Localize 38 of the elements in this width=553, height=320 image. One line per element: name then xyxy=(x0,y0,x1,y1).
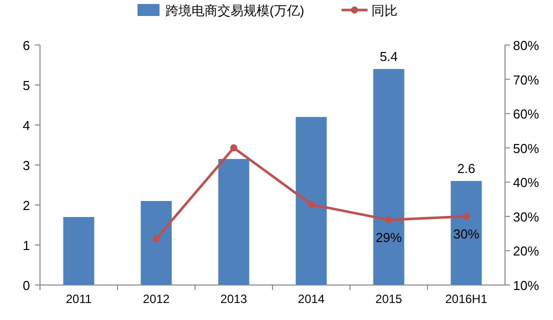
y-tick-label: 3 xyxy=(22,158,30,173)
x-tick-label: 2014 xyxy=(298,292,325,306)
bar xyxy=(450,181,482,285)
y-tick-label: 1 xyxy=(22,238,30,253)
y2-tick-label: 50% xyxy=(513,140,540,156)
point xyxy=(230,144,238,152)
y-tick-label: 4 xyxy=(22,118,30,133)
x-tick-label: 2015 xyxy=(375,292,402,306)
x-tick-label: 2016H1 xyxy=(445,292,488,306)
point xyxy=(308,200,315,208)
point xyxy=(152,235,160,242)
point xyxy=(385,216,392,224)
y2-tick-label: 60% xyxy=(513,106,540,122)
bar xyxy=(373,69,404,285)
y2-tick-label: 10% xyxy=(513,278,540,293)
y-tick-label: 6 xyxy=(22,38,30,53)
legend-label: 跨境电商交易规模(万亿) xyxy=(166,3,304,18)
bar xyxy=(296,117,327,285)
data-label: 2.6 xyxy=(457,161,476,176)
x-tick-label: 2013 xyxy=(220,292,248,306)
x-tick-label: 2012 xyxy=(142,292,170,306)
y-tick-label: 0 xyxy=(22,278,30,293)
x-tick-label: 2011 xyxy=(66,292,92,306)
bar xyxy=(63,217,94,285)
y2-tick-label: 40% xyxy=(513,175,540,190)
y-tick-label: 2 xyxy=(22,198,30,213)
data-label: 5.4 xyxy=(380,49,398,64)
data-label: 30% xyxy=(453,226,480,242)
y2-tick-label: 80% xyxy=(513,38,540,53)
point xyxy=(462,212,470,220)
bar xyxy=(218,159,250,285)
y-tick-label: 5 xyxy=(22,78,30,93)
y2-tick-label: 70% xyxy=(513,72,540,88)
data-label: 29% xyxy=(376,230,402,245)
legend-label: 同比 xyxy=(372,3,398,18)
y2-tick-label: 30% xyxy=(513,209,540,224)
y2-tick-label: 20% xyxy=(513,244,540,259)
bar xyxy=(140,201,172,285)
